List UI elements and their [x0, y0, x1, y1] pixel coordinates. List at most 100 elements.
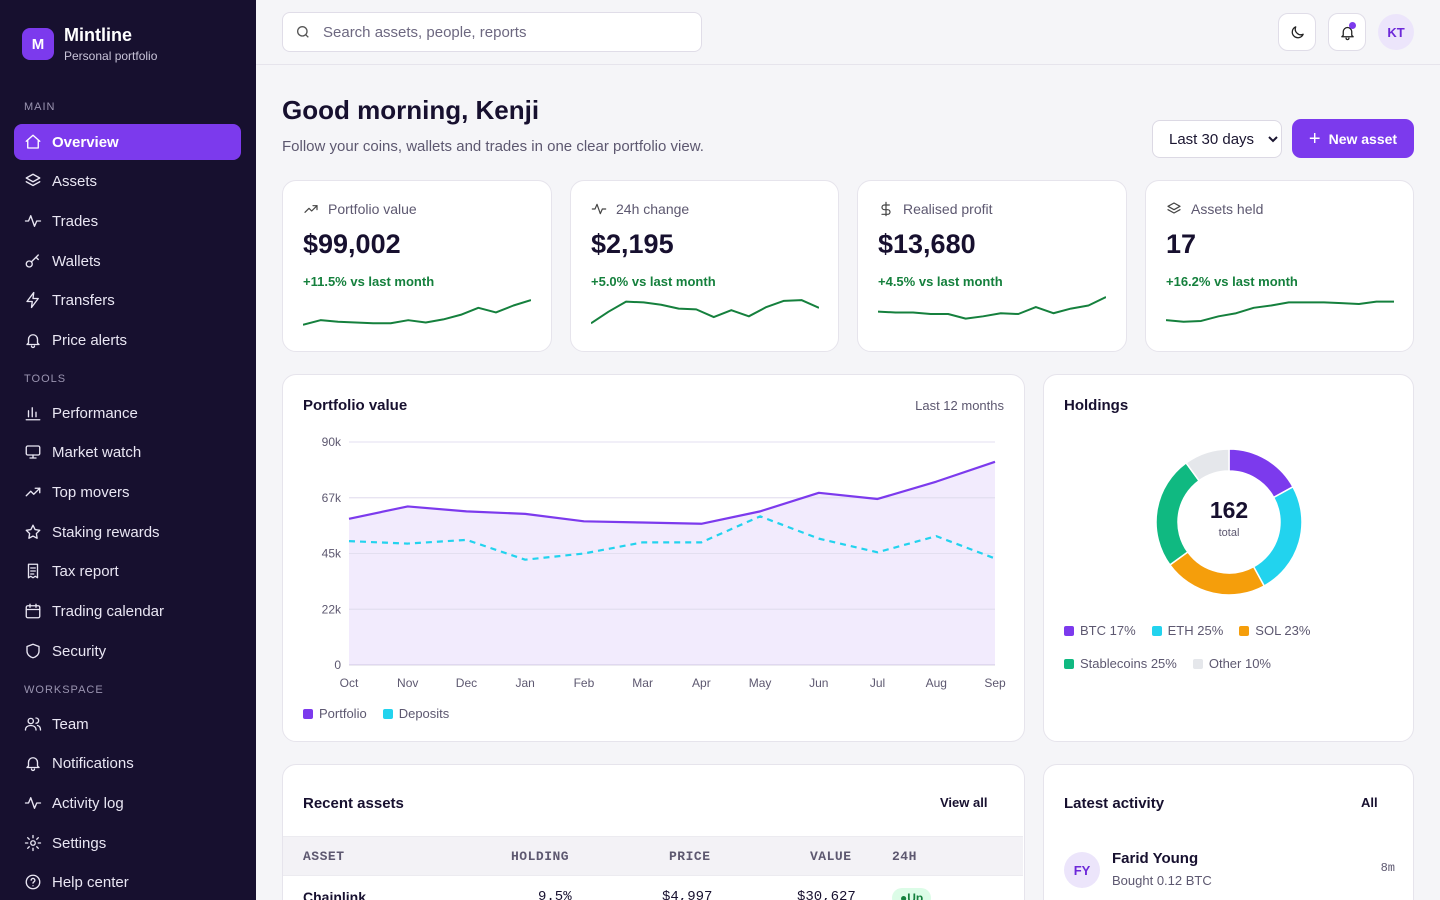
- gear-icon: [24, 834, 42, 852]
- x-tick-label: Jul: [870, 676, 885, 690]
- sidebar-item-label: Team: [52, 715, 89, 733]
- x-tick-label: Oct: [340, 676, 359, 690]
- date-range-select[interactable]: Last 30 days: [1152, 120, 1282, 158]
- series-line-portfolio: [348, 460, 996, 525]
- layers-icon: [25, 173, 41, 187]
- sidebar-item-security[interactable]: Security: [14, 633, 241, 669]
- series-line-deposits: [348, 515, 996, 561]
- sidebar-item-staking-rewards[interactable]: Staking rewards: [14, 514, 241, 550]
- x-tick-label: Apr: [692, 676, 711, 690]
- table-cell-asset[interactable]: Chainlink: [303, 889, 367, 900]
- stat-card-realised-profit: Realised profit $13,680 +4.5% vs last mo…: [857, 180, 1127, 352]
- activity-icon: [24, 797, 42, 809]
- stat-card-portfolio-value: Portfolio value $99,002 +11.5% vs last m…: [282, 180, 552, 352]
- nav-section-workspace: WORKSPACE: [24, 684, 104, 696]
- legend-label-other: Other 10%: [1208, 656, 1271, 671]
- sidebar-item-tax-report[interactable]: Tax report: [14, 553, 241, 589]
- sparkline: [878, 296, 1106, 320]
- column-header-holding[interactable]: HOLDING: [511, 849, 570, 864]
- legend-swatch: [1064, 625, 1074, 636]
- sparkline: [591, 299, 819, 325]
- sparkline-path: [878, 296, 1106, 320]
- key-icon: [25, 254, 39, 268]
- moon-icon: [1291, 25, 1304, 38]
- legend-item-portfolio[interactable]: Portfolio: [303, 706, 367, 721]
- donut-slice-btc[interactable]: [1228, 448, 1294, 499]
- sparkline-path: [1166, 300, 1394, 323]
- notifications-button[interactable]: [1328, 13, 1366, 51]
- sidebar-item-assets[interactable]: Assets: [14, 163, 241, 199]
- sidebar-item-transfers[interactable]: Transfers: [14, 282, 241, 318]
- column-header-24h[interactable]: 24H: [892, 849, 917, 864]
- sidebar-item-price-alerts[interactable]: Price alerts: [14, 322, 241, 358]
- legend-label-btc: BTC 17%: [1080, 623, 1136, 638]
- portfolio-area: [349, 461, 995, 665]
- sidebar-item-overview[interactable]: Overview: [14, 124, 241, 160]
- sidebar-item-label: Trades: [52, 212, 99, 230]
- sidebar: M Mintline Personal portfolio MAIN Overv…: [0, 0, 256, 900]
- brand[interactable]: M Mintline Personal portfolio: [22, 24, 157, 64]
- plus-icon: +: [1308, 127, 1321, 150]
- sidebar-item-notifications[interactable]: Notifications: [14, 745, 241, 781]
- theme-toggle-button[interactable]: [1278, 13, 1316, 51]
- legend-swatch: [382, 708, 393, 719]
- donut-slice-sol[interactable]: [1168, 550, 1266, 596]
- holdings-donut: [1155, 448, 1303, 596]
- sidebar-item-performance[interactable]: Performance: [14, 395, 241, 431]
- sparkline-path: [591, 299, 819, 325]
- sidebar-item-wallets[interactable]: Wallets: [14, 243, 241, 279]
- sidebar-item-help-center[interactable]: Help center: [14, 864, 241, 900]
- notification-dot: [1349, 22, 1356, 29]
- status-badge-label: Up: [907, 891, 924, 900]
- bar-chart-icon: [25, 407, 41, 421]
- stat-change: +11.5% vs last month: [303, 274, 435, 289]
- x-tick-label: May: [749, 676, 772, 690]
- activity-icon: [24, 215, 42, 227]
- activity-avatar: FY: [1064, 852, 1100, 888]
- sidebar-item-label: Security: [52, 642, 107, 660]
- sidebar-item-label: Price alerts: [52, 331, 128, 349]
- donut-slice-other[interactable]: [1185, 448, 1230, 482]
- home-icon: [25, 134, 41, 149]
- column-header-price[interactable]: PRICE: [669, 849, 711, 864]
- trending-up-icon: [304, 205, 318, 213]
- sidebar-item-label: Market watch: [52, 443, 142, 461]
- zap-icon: [26, 291, 39, 309]
- table-cell-price: $4,997: [662, 889, 713, 900]
- activity-detail: Bought 0.12 BTC: [1112, 873, 1212, 888]
- activity-item[interactable]: FY Farid Young Bought 0.12 BTC 8m: [1064, 850, 1395, 891]
- calendar-icon: [25, 603, 41, 619]
- search-input[interactable]: [323, 23, 683, 41]
- activity-filter-all[interactable]: All: [1361, 795, 1378, 810]
- legend-label: Portfolio: [319, 706, 367, 721]
- x-tick-label: Aug: [926, 676, 947, 690]
- x-tick-label: Nov: [397, 676, 418, 690]
- sidebar-item-label: Assets: [52, 172, 98, 190]
- sidebar-item-top-movers[interactable]: Top movers: [14, 474, 241, 510]
- legend-label: Deposits: [398, 706, 450, 721]
- sidebar-item-label: Trading calendar: [52, 602, 165, 620]
- sidebar-item-label: Notifications: [52, 754, 134, 772]
- x-tick-label: Dec: [456, 676, 477, 690]
- view-all-button[interactable]: View all: [940, 795, 988, 810]
- search-box[interactable]: [282, 12, 702, 52]
- new-asset-label: New asset: [1328, 130, 1398, 147]
- sidebar-item-activity-log[interactable]: Activity log: [14, 785, 241, 821]
- x-tick-label: Jan: [516, 676, 535, 690]
- sidebar-item-team[interactable]: Team: [14, 706, 241, 742]
- latest-activity-card: Latest activity All FY Farid Young Bough…: [1043, 764, 1414, 900]
- sidebar-item-market-watch[interactable]: Market watch: [14, 434, 241, 470]
- brand-logo: M: [22, 28, 54, 60]
- sparkline: [1166, 300, 1394, 323]
- avatar[interactable]: KT: [1378, 14, 1414, 50]
- sidebar-item-trades[interactable]: Trades: [14, 203, 241, 239]
- column-header-asset[interactable]: ASSET: [303, 849, 345, 864]
- new-asset-button[interactable]: + New asset: [1292, 119, 1414, 158]
- legend-label-stablecoins: Stablecoins 25%: [1080, 656, 1177, 671]
- sidebar-item-settings[interactable]: Settings: [14, 825, 241, 861]
- stat-value: $13,680: [878, 229, 976, 259]
- sidebar-item-trading-calendar[interactable]: Trading calendar: [14, 593, 241, 629]
- legend-swatch: [1239, 625, 1250, 636]
- column-header-value[interactable]: VALUE: [810, 849, 852, 864]
- legend-item-deposits[interactable]: Deposits: [382, 706, 450, 721]
